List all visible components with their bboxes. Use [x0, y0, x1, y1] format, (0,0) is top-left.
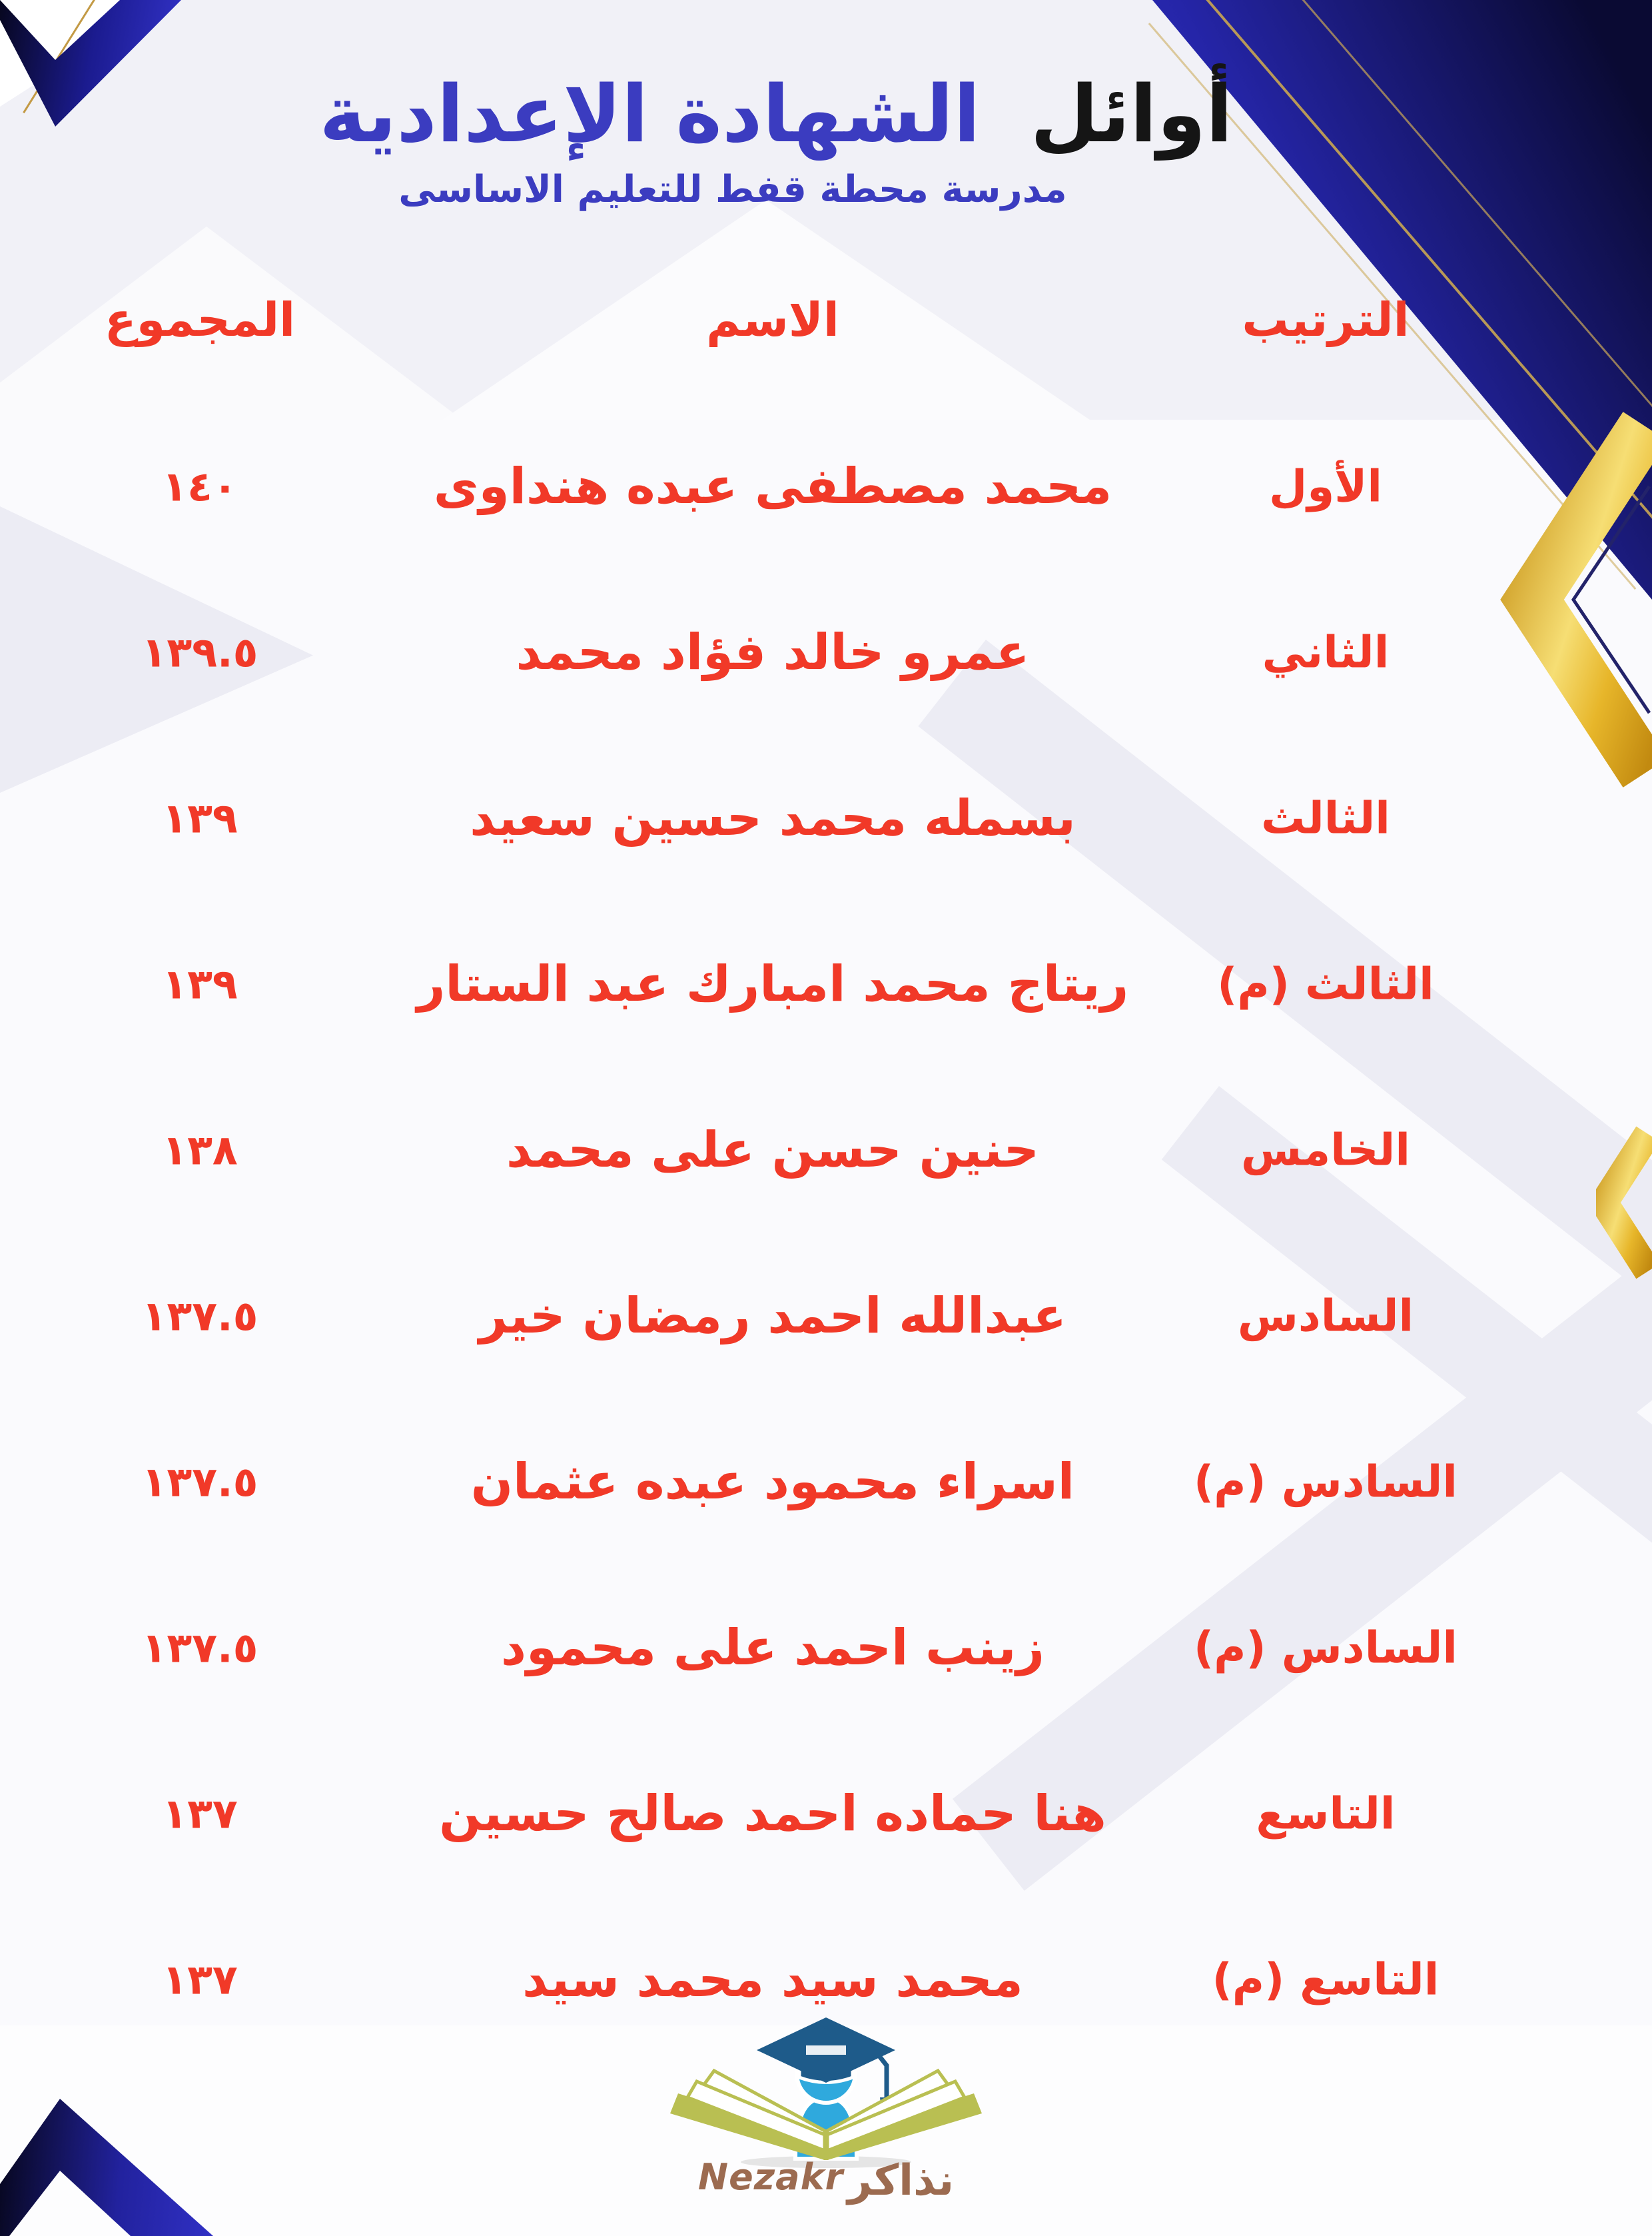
total-score: ١٣٧ — [162, 1789, 238, 1838]
logo-shadow — [741, 2156, 911, 2168]
student-name: حنين حسن على محمد — [506, 1121, 1039, 1179]
student-name: اسراء محمود عبده عثمان — [470, 1453, 1075, 1510]
rank-value: الثالث — [1261, 792, 1390, 844]
table-row: السادس (م) زينب احمد على محمود ١٣٧.٥ — [0, 1564, 1652, 1731]
rank-value: التاسع — [1256, 1788, 1396, 1840]
nezakr-logo: Nezakrنذاكر — [639, 1999, 1013, 2212]
total-score: ١٣٨ — [162, 1125, 238, 1175]
rank-value: السادس — [1237, 1290, 1414, 1342]
table-row: الثالث بسمله محمد حسين سعيد ١٣٩ — [0, 735, 1652, 901]
logo-wordmark: Nezakrنذاكر — [639, 2156, 1013, 2205]
student-name: عمرو خالد فؤاد محمد — [516, 624, 1030, 681]
bottom-left-blue-chevron — [0, 2099, 213, 2236]
page-title: أوائل الشهادة الإعدادية — [0, 67, 1552, 162]
total-score: ١٣٧.٥ — [141, 1623, 258, 1672]
table-row: التاسع هنا حماده احمد صالح حسين ١٣٧ — [0, 1730, 1652, 1897]
rank-value: السادس (م) — [1194, 1456, 1457, 1508]
total-score: ١٣٩ — [162, 959, 238, 1009]
total-score: ١٣٧.٥ — [141, 1457, 258, 1506]
student-name: بسمله محمد حسين سعيد — [470, 790, 1076, 847]
table-row: السادس (م) اسراء محمود عبده عثمان ١٣٧.٥ — [0, 1398, 1652, 1565]
page-title-word-awael: أوائل — [1030, 68, 1233, 161]
school-name-subtitle: مدرسة محطة قفط للتعليم الاساسى — [398, 168, 1067, 211]
table-row: الثاني عمرو خالد فؤاد محمد ١٣٩.٥ — [0, 569, 1652, 736]
table-row: التاسع (م) محمد سيد محمد سيد ١٣٧ — [0, 1896, 1652, 2063]
student-name: ريتاج محمد امبارك عبد الستار — [416, 955, 1129, 1013]
total-score: ١٣٧ — [162, 1955, 238, 2004]
rank-value: السادس (م) — [1194, 1622, 1457, 1674]
table-row: الخامس حنين حسن على محمد ١٣٨ — [0, 1067, 1652, 1233]
logo-arabic-name: نذاكر — [847, 2156, 955, 2205]
graduation-cap-icon — [757, 2017, 895, 2129]
total-score: ١٣٩ — [162, 794, 238, 843]
column-header-name: الاسم — [706, 292, 839, 347]
logo-latin-name: Nezakr — [697, 2156, 844, 2198]
table-row: الثالث (م) ريتاج محمد امبارك عبد الستار … — [0, 901, 1652, 1067]
column-header-total: المجموع — [104, 292, 296, 347]
nezakr-logo-icon — [670, 2017, 982, 2168]
total-score: ١٤٠ — [162, 462, 238, 511]
rank-value: الثالث (م) — [1217, 958, 1434, 1010]
student-name: محمد سيد محمد سيد — [522, 1951, 1023, 2008]
student-name: هنا حماده احمد صالح حسين — [439, 1785, 1106, 1842]
student-name: محمد مصطفى عبده هنداوى — [433, 458, 1112, 515]
table-row: الأول محمد مصطفى عبده هنداوى ١٤٠ — [0, 403, 1652, 570]
column-header-rank: الترتيب — [1242, 292, 1410, 347]
rank-value: الخامس — [1241, 1124, 1410, 1176]
student-name: عبدالله احمد رمضان خير — [479, 1287, 1066, 1345]
rank-value: الأول — [1268, 460, 1383, 512]
student-name: زينب احمد على محمود — [500, 1619, 1045, 1676]
rank-value: التاسع (م) — [1212, 1954, 1440, 2005]
total-score: ١٣٩.٥ — [141, 628, 258, 677]
total-score: ١٣٧.٥ — [141, 1291, 258, 1341]
open-book-icon — [670, 2068, 982, 2160]
table-header-row: الترتيب الاسم المجموع — [0, 237, 1652, 403]
rank-value: الثاني — [1262, 626, 1390, 678]
table-row: السادس عبدالله احمد رمضان خير ١٣٧.٥ — [0, 1233, 1652, 1399]
page-title-certificate: الشهادة الإعدادية — [319, 68, 981, 161]
